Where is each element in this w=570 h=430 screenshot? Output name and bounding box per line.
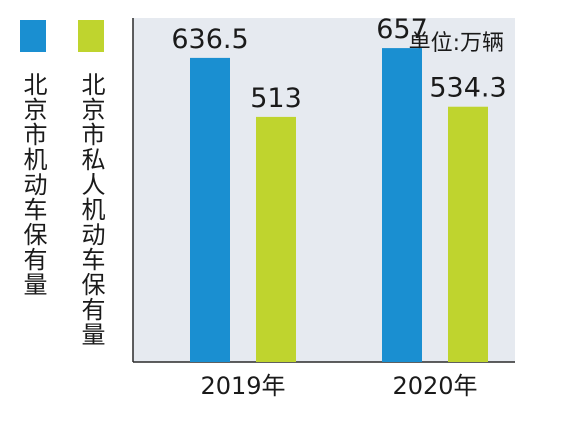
legend-item-series-2: 北京市私人机动车保有量: [77, 20, 105, 347]
legend-label-series-2: 北京市私人机动车保有量: [77, 72, 105, 347]
bar-series-2-2019年: [256, 116, 296, 363]
legend-swatch-series-1: [20, 20, 46, 52]
bar-series-1-2019年: [190, 57, 230, 363]
data-label-series-1-2019年: 636.5: [171, 24, 248, 55]
x-tick-group: 2019年 2020年: [200, 372, 477, 400]
legend-label-series-1: 北京市机动车保有量: [19, 72, 47, 297]
bar-series-2-2020年: [448, 106, 488, 363]
x-tick-label-2020年: 2020年: [392, 372, 477, 400]
legend-swatch-series-2: [78, 20, 104, 52]
data-label-series-2-2019年: 513: [250, 83, 302, 114]
unit-label: 单位:万辆: [409, 31, 504, 56]
data-label-series-1-2020年: 657: [376, 14, 428, 45]
bar-group: 636.5 657 513 534.3: [171, 14, 507, 363]
bar-series-1-2020年: [382, 48, 422, 362]
data-label-series-2-2020年: 534.3: [429, 73, 506, 104]
x-tick-label-2019年: 2019年: [200, 372, 285, 400]
legend-item-series-1: 北京市机动车保有量: [19, 20, 47, 297]
